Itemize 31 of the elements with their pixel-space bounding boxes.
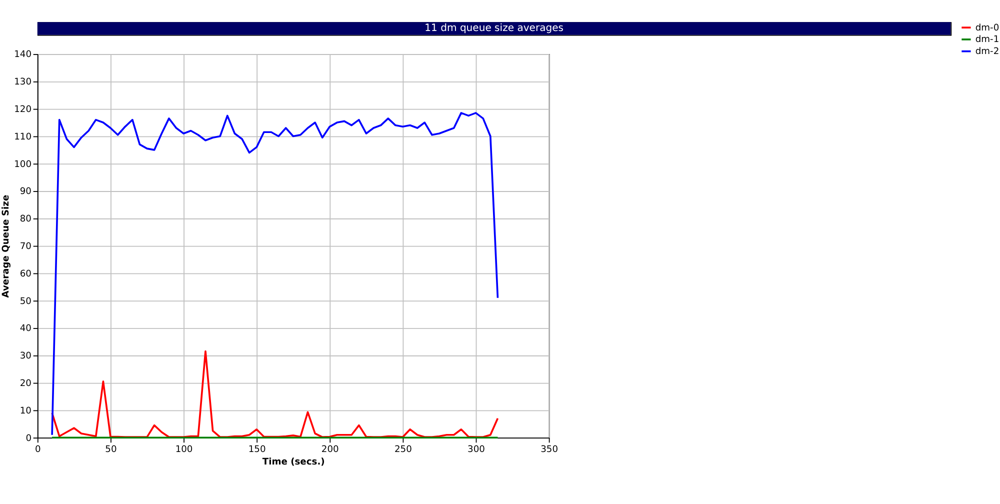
y-tick-label: 130 <box>14 78 32 88</box>
x-tick-label: 0 <box>34 444 41 455</box>
y-axis-title: Average Queue Size <box>2 194 12 298</box>
y-tick-label: 50 <box>20 296 32 307</box>
legend-label: dm-1 <box>975 35 1000 46</box>
y-tick-label: 110 <box>14 132 32 142</box>
y-tick-label: 60 <box>20 269 32 280</box>
y-tick-label: 80 <box>20 214 32 225</box>
x-tick-label: 200 <box>321 444 340 455</box>
x-tick-label: 250 <box>394 444 412 455</box>
x-axis-title: Time (secs.) <box>262 458 325 468</box>
legend-label: dm-0 <box>975 23 1000 34</box>
line-series <box>51 112 499 436</box>
y-tick-label: 90 <box>20 187 32 198</box>
x-tick-label: 100 <box>175 444 193 455</box>
x-tick-label: 350 <box>540 444 558 455</box>
y-tick-label: 20 <box>20 379 32 390</box>
y-tick-label: 140 <box>14 50 32 60</box>
y-tick-label: 10 <box>20 406 32 416</box>
x-tick-label: 150 <box>248 444 266 455</box>
chart-title: 11 dm queue size averages <box>424 23 564 34</box>
y-tick-label: 30 <box>20 352 32 362</box>
line-series <box>51 350 499 438</box>
y-tick-label: 120 <box>14 105 32 116</box>
y-tick-label: 0 <box>26 434 32 444</box>
x-tick-label: 50 <box>105 444 117 455</box>
legend-label: dm-2 <box>975 47 1000 58</box>
y-tick-label: 70 <box>20 242 32 252</box>
x-tick-label: 300 <box>468 444 486 455</box>
y-tick-label: 100 <box>14 160 32 170</box>
y-tick-label: 40 <box>20 324 32 334</box>
